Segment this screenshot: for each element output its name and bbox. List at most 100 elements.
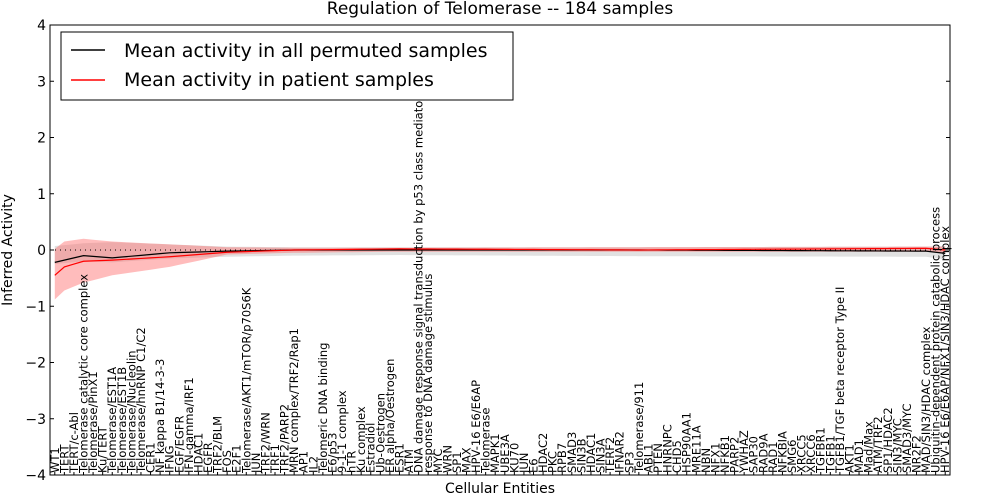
entity-label: TGFB1/TGF beta receptor Type II (833, 287, 847, 474)
entity-label: IFNG (163, 445, 177, 473)
entity-label: MAD1 (852, 439, 866, 473)
entity-label: RAD1 (766, 441, 780, 473)
y-tick-label: −1 (25, 299, 46, 315)
entity-label: Ku complex (354, 406, 368, 473)
entity-label: Telomerase/hnRNP C1/C2 (134, 327, 148, 474)
entity-label: SIN3A (594, 438, 608, 473)
y-tick-label: 1 (37, 187, 46, 203)
entity-label: PTEN (651, 443, 665, 473)
entity-label: TRF1 (268, 444, 282, 474)
entity-label: IFN-gamma/IRF1 (182, 377, 196, 473)
line-patient (54, 247, 946, 276)
entity-label: Telomerase catalytic core complex (77, 274, 91, 474)
plot-frame (49, 24, 951, 476)
confidence-bands (54, 238, 946, 300)
entity-label: PARP2 (728, 437, 742, 473)
entity-label: Ku/TERT (96, 425, 110, 473)
entity-label: SP1/HDAC2 (881, 407, 895, 473)
y-tick-label: −4 (25, 468, 46, 484)
entity-label: TGFBR1 (814, 427, 828, 474)
entity-label: Telomerase/AKT1/mTOR/p70S6K (239, 287, 253, 474)
entity-label: NFKBIA (775, 431, 789, 473)
entity-label: RPB7 (555, 443, 569, 473)
entity-label: Telomerase (479, 408, 493, 475)
entity-label: TRF2/WRN (258, 412, 272, 474)
entity-label: 9-1-1 complex (335, 390, 349, 473)
entity-label: WT1 (48, 447, 62, 473)
entity-label: MRN complex/TRF2/Rap1 (287, 328, 301, 473)
entity-label: TERT/c-Abl (67, 412, 81, 474)
entity-label: JUN (517, 453, 531, 474)
entity-label: CHD5 (670, 440, 684, 473)
entity-label: AKT1 (842, 444, 856, 473)
entity-label: MAD/SIN3/HDAC complex (919, 326, 933, 473)
entity-label: TERT (57, 444, 71, 474)
y-axis-ticks: −4 −3 −2 −1 0 1 2 3 4 (25, 18, 950, 484)
entity-label: Telomerase/Nucleolin (124, 350, 138, 474)
entity-label: Telomerase/911 (632, 382, 646, 474)
y-tick-label: −2 (25, 356, 46, 372)
legend-label-permuted: Mean activity in all permuted samples (124, 40, 487, 62)
entity-label: Ubiquitin-dependent protein catabolic pr… (929, 207, 943, 473)
entity-label: IFNAR2 (613, 431, 627, 473)
entity-label: E2F1 (230, 444, 244, 473)
entity-label: Mad/Max (862, 421, 876, 473)
entity-label: RAD9A (756, 433, 770, 473)
entity-label: MYC (431, 449, 445, 473)
entity-label: MRE11A (689, 425, 703, 473)
entity-label: MAX (459, 447, 473, 473)
entity-label: SMAD3/MYC (900, 404, 914, 473)
entity-label: HDAC2 (536, 433, 550, 473)
entity-label: PKC (546, 451, 560, 473)
entity-label: AP1 (297, 451, 311, 473)
x-axis-label: Cellular Entities (445, 481, 555, 497)
entity-label: CER1 (144, 442, 158, 473)
entity-label: HSP90AA1 (680, 412, 694, 473)
y-tick-label: 3 (37, 74, 46, 90)
entity-label: XRCC6 (804, 434, 818, 473)
entity-label: HPV-16 E6/E6AP (469, 380, 483, 473)
entity-label: HNRNPC (661, 424, 675, 473)
entity-label: SIN3/MYC (890, 418, 904, 473)
band-patient (54, 238, 946, 300)
entity-label: NFKB1 (718, 435, 732, 473)
y-tick-label: 2 (37, 131, 46, 147)
y-tick-label: −3 (25, 412, 46, 428)
entity-label: FOS (220, 450, 234, 473)
entity-label: Telomeric DNA binding (316, 343, 330, 474)
entity-label: TRF2/BLM (211, 416, 225, 474)
entity-label: SP3 (622, 451, 636, 473)
y-tick-label: 4 (37, 18, 46, 34)
entity-label: E6 (527, 458, 541, 473)
entity-label: SAP30 (747, 436, 761, 473)
entity-label: response to DNA damage stimulus (421, 274, 435, 473)
chart-title: Regulation of Telomerase -- 184 samples (327, 0, 674, 19)
entity-label: SMAD3 (565, 432, 579, 473)
entity-label: NF kappa B1/14-3-3 (153, 359, 167, 473)
entity-label: KU70 (507, 443, 521, 473)
entity-label: ATM (402, 449, 416, 473)
legend-label-patient: Mean activity in patient samples (124, 69, 434, 91)
entity-label: NR2F2 (909, 435, 923, 473)
entity-label: EGFR (201, 442, 215, 473)
entity-label: hTR (345, 451, 359, 473)
entity-label: NFX1 (708, 443, 722, 473)
entity-label: WRN (440, 445, 454, 473)
entity-label: IL2 (306, 456, 320, 473)
entity-label: ESR1 (392, 443, 406, 473)
entity-label: SIN3B (574, 438, 588, 473)
entity-label: ER alpha/Oestrogen (383, 359, 397, 473)
line-permuted (54, 249, 946, 263)
entity-label: Telomerase/EST1B (115, 367, 129, 474)
entity-label: HDAC1 (191, 433, 205, 473)
entity-label: Telomerase/PinX1 (86, 371, 100, 474)
entity-label: Ub-Oestrogen (373, 393, 387, 473)
legend: Mean activity in all permuted samples Me… (60, 31, 514, 101)
entity-label: SMG6 (785, 440, 799, 473)
entity-label: SP1 (450, 451, 464, 473)
series-lines (54, 247, 946, 276)
entity-label: HDAC1 (584, 433, 598, 473)
entity-label: TGFB1 (823, 435, 837, 474)
entity-label: ABL1 (641, 444, 655, 473)
